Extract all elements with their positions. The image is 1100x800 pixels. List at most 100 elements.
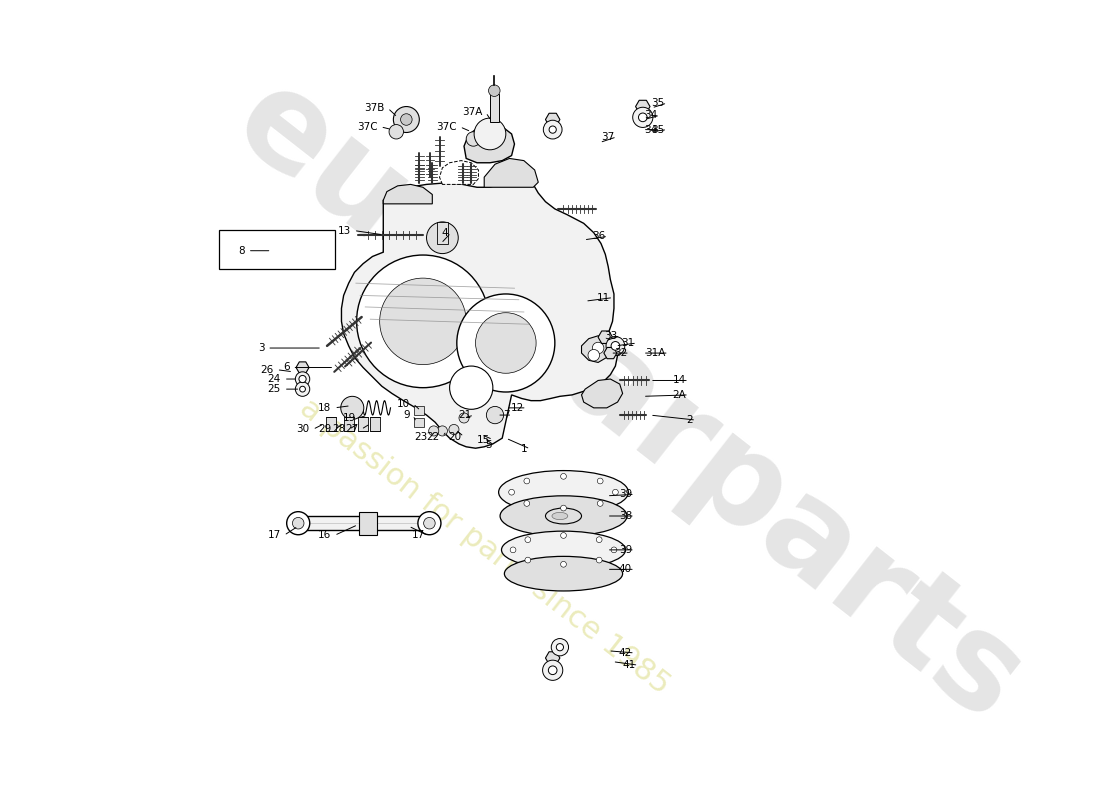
Circle shape xyxy=(543,120,562,139)
Text: 11: 11 xyxy=(597,293,611,302)
Circle shape xyxy=(597,501,603,506)
Circle shape xyxy=(549,666,557,674)
Polygon shape xyxy=(546,114,560,126)
Text: 18: 18 xyxy=(318,403,331,413)
Text: 39: 39 xyxy=(618,545,632,555)
Circle shape xyxy=(525,537,530,542)
Text: 19: 19 xyxy=(342,413,356,423)
Circle shape xyxy=(341,396,364,419)
Text: 31: 31 xyxy=(620,338,634,348)
Circle shape xyxy=(429,426,439,436)
Text: 17: 17 xyxy=(411,530,425,541)
Circle shape xyxy=(456,294,554,392)
Circle shape xyxy=(524,478,530,484)
Text: 10: 10 xyxy=(397,398,410,409)
Circle shape xyxy=(299,386,306,392)
Circle shape xyxy=(424,518,436,529)
Circle shape xyxy=(474,118,506,150)
Text: 37B: 37B xyxy=(364,103,385,113)
Text: 33: 33 xyxy=(604,330,617,341)
Ellipse shape xyxy=(546,508,582,524)
Text: 7: 7 xyxy=(503,410,509,420)
Text: 37A: 37A xyxy=(462,107,483,118)
Text: 12: 12 xyxy=(510,403,524,413)
Text: 8: 8 xyxy=(239,246,245,256)
Circle shape xyxy=(638,113,647,122)
Text: 41: 41 xyxy=(623,660,636,670)
Bar xyxy=(414,418,424,426)
Circle shape xyxy=(588,350,600,361)
Bar xyxy=(438,222,448,243)
Text: 5: 5 xyxy=(485,440,492,450)
Text: 31A: 31A xyxy=(646,348,666,358)
Text: 21: 21 xyxy=(458,410,471,420)
Text: 9: 9 xyxy=(404,410,410,420)
Text: 16: 16 xyxy=(318,530,331,541)
Polygon shape xyxy=(341,177,617,448)
FancyBboxPatch shape xyxy=(219,230,336,269)
Text: 24: 24 xyxy=(267,374,280,384)
Circle shape xyxy=(466,132,481,146)
Circle shape xyxy=(596,537,602,542)
Circle shape xyxy=(510,547,516,553)
Circle shape xyxy=(606,337,625,355)
Text: 36: 36 xyxy=(592,231,605,242)
Circle shape xyxy=(438,426,448,436)
Polygon shape xyxy=(464,125,515,162)
Circle shape xyxy=(394,106,419,133)
Polygon shape xyxy=(582,336,610,362)
Ellipse shape xyxy=(502,531,626,569)
Polygon shape xyxy=(440,161,478,184)
Text: 13: 13 xyxy=(338,226,351,235)
Circle shape xyxy=(524,501,530,506)
Circle shape xyxy=(525,557,530,563)
Text: 37: 37 xyxy=(601,132,614,142)
Circle shape xyxy=(450,366,493,410)
Circle shape xyxy=(287,512,310,534)
Circle shape xyxy=(561,562,566,567)
Circle shape xyxy=(561,505,566,511)
Circle shape xyxy=(557,643,563,651)
Text: 34: 34 xyxy=(644,125,657,134)
Text: 37C: 37C xyxy=(437,122,456,132)
Circle shape xyxy=(293,518,304,529)
Circle shape xyxy=(356,255,490,388)
Text: 29: 29 xyxy=(318,425,331,434)
Polygon shape xyxy=(636,100,650,113)
Text: 2A: 2A xyxy=(672,390,686,400)
Polygon shape xyxy=(484,158,538,187)
Circle shape xyxy=(389,125,404,139)
Text: 14: 14 xyxy=(673,375,686,386)
Circle shape xyxy=(508,490,515,495)
Bar xyxy=(414,406,424,415)
Text: 23: 23 xyxy=(415,432,428,442)
Text: 2: 2 xyxy=(686,415,693,425)
Circle shape xyxy=(542,660,563,680)
Polygon shape xyxy=(546,652,560,664)
Ellipse shape xyxy=(552,512,568,520)
Circle shape xyxy=(592,342,604,354)
Text: 38: 38 xyxy=(618,511,632,521)
Circle shape xyxy=(299,375,306,382)
Circle shape xyxy=(596,557,602,563)
Text: a passion for parts since 1985: a passion for parts since 1985 xyxy=(294,393,674,700)
Polygon shape xyxy=(598,331,613,343)
Text: 30: 30 xyxy=(297,425,310,434)
Circle shape xyxy=(459,413,469,423)
Circle shape xyxy=(295,382,310,396)
Circle shape xyxy=(488,85,501,97)
Bar xyxy=(490,94,498,122)
Text: 1: 1 xyxy=(520,444,528,454)
Text: 28: 28 xyxy=(332,425,345,434)
Text: 3: 3 xyxy=(257,343,264,353)
Text: 15: 15 xyxy=(476,434,490,445)
Polygon shape xyxy=(582,379,623,408)
Bar xyxy=(343,417,354,431)
Text: 39: 39 xyxy=(618,490,632,499)
Text: 35: 35 xyxy=(651,125,664,134)
Text: 32: 32 xyxy=(614,348,627,358)
Bar xyxy=(327,417,337,431)
Circle shape xyxy=(475,313,536,374)
Text: 27: 27 xyxy=(344,425,358,434)
Polygon shape xyxy=(383,184,432,204)
